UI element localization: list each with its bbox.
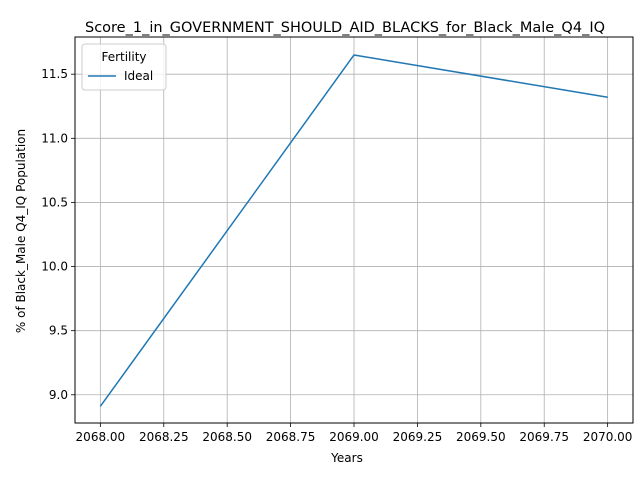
- y-tick-label: 11.0: [41, 131, 68, 145]
- y-axis-label: % of Black_Male Q4_IQ Population: [14, 129, 28, 333]
- legend: Fertility Ideal: [81, 43, 167, 91]
- x-ticks: 2068.00 2068.25 2068.50 2068.75 2069.00 2069.…: [76, 423, 633, 444]
- legend-box: [81, 43, 167, 91]
- x-tick-label: 2068.00: [76, 430, 126, 444]
- chart-title: Score_1_in_GOVERNMENT_SHOULD_AID_BLACKS_…: [85, 20, 605, 36]
- x-tick-label: 2070.00: [583, 430, 633, 444]
- plot-series: [99, 54, 608, 407]
- y-tick-label: 10.5: [41, 195, 68, 209]
- series-line-ideal: [99, 54, 608, 407]
- grid-lines: [75, 37, 633, 423]
- legend-title: Fertility: [101, 50, 146, 64]
- legend-entry-ideal: Ideal: [124, 69, 153, 83]
- y-ticks: 9.0 9.5 10.0 10.5 11.0 11.5: [41, 67, 75, 402]
- x-tick-label: 2068.75: [266, 430, 316, 444]
- y-tick-label: 10.0: [41, 260, 68, 274]
- y-tick-label: 9.0: [49, 388, 68, 402]
- x-tick-label: 2068.50: [202, 430, 252, 444]
- y-tick-label: 11.5: [41, 67, 68, 81]
- x-tick-label: 2068.25: [139, 430, 189, 444]
- x-tick-label: 2069.50: [456, 430, 506, 444]
- x-tick-label: 2069.75: [519, 430, 569, 444]
- x-tick-label: 2069.00: [329, 430, 379, 444]
- x-tick-label: 2069.25: [393, 430, 443, 444]
- y-tick-label: 9.5: [49, 324, 68, 338]
- x-axis-label: Years: [330, 451, 363, 465]
